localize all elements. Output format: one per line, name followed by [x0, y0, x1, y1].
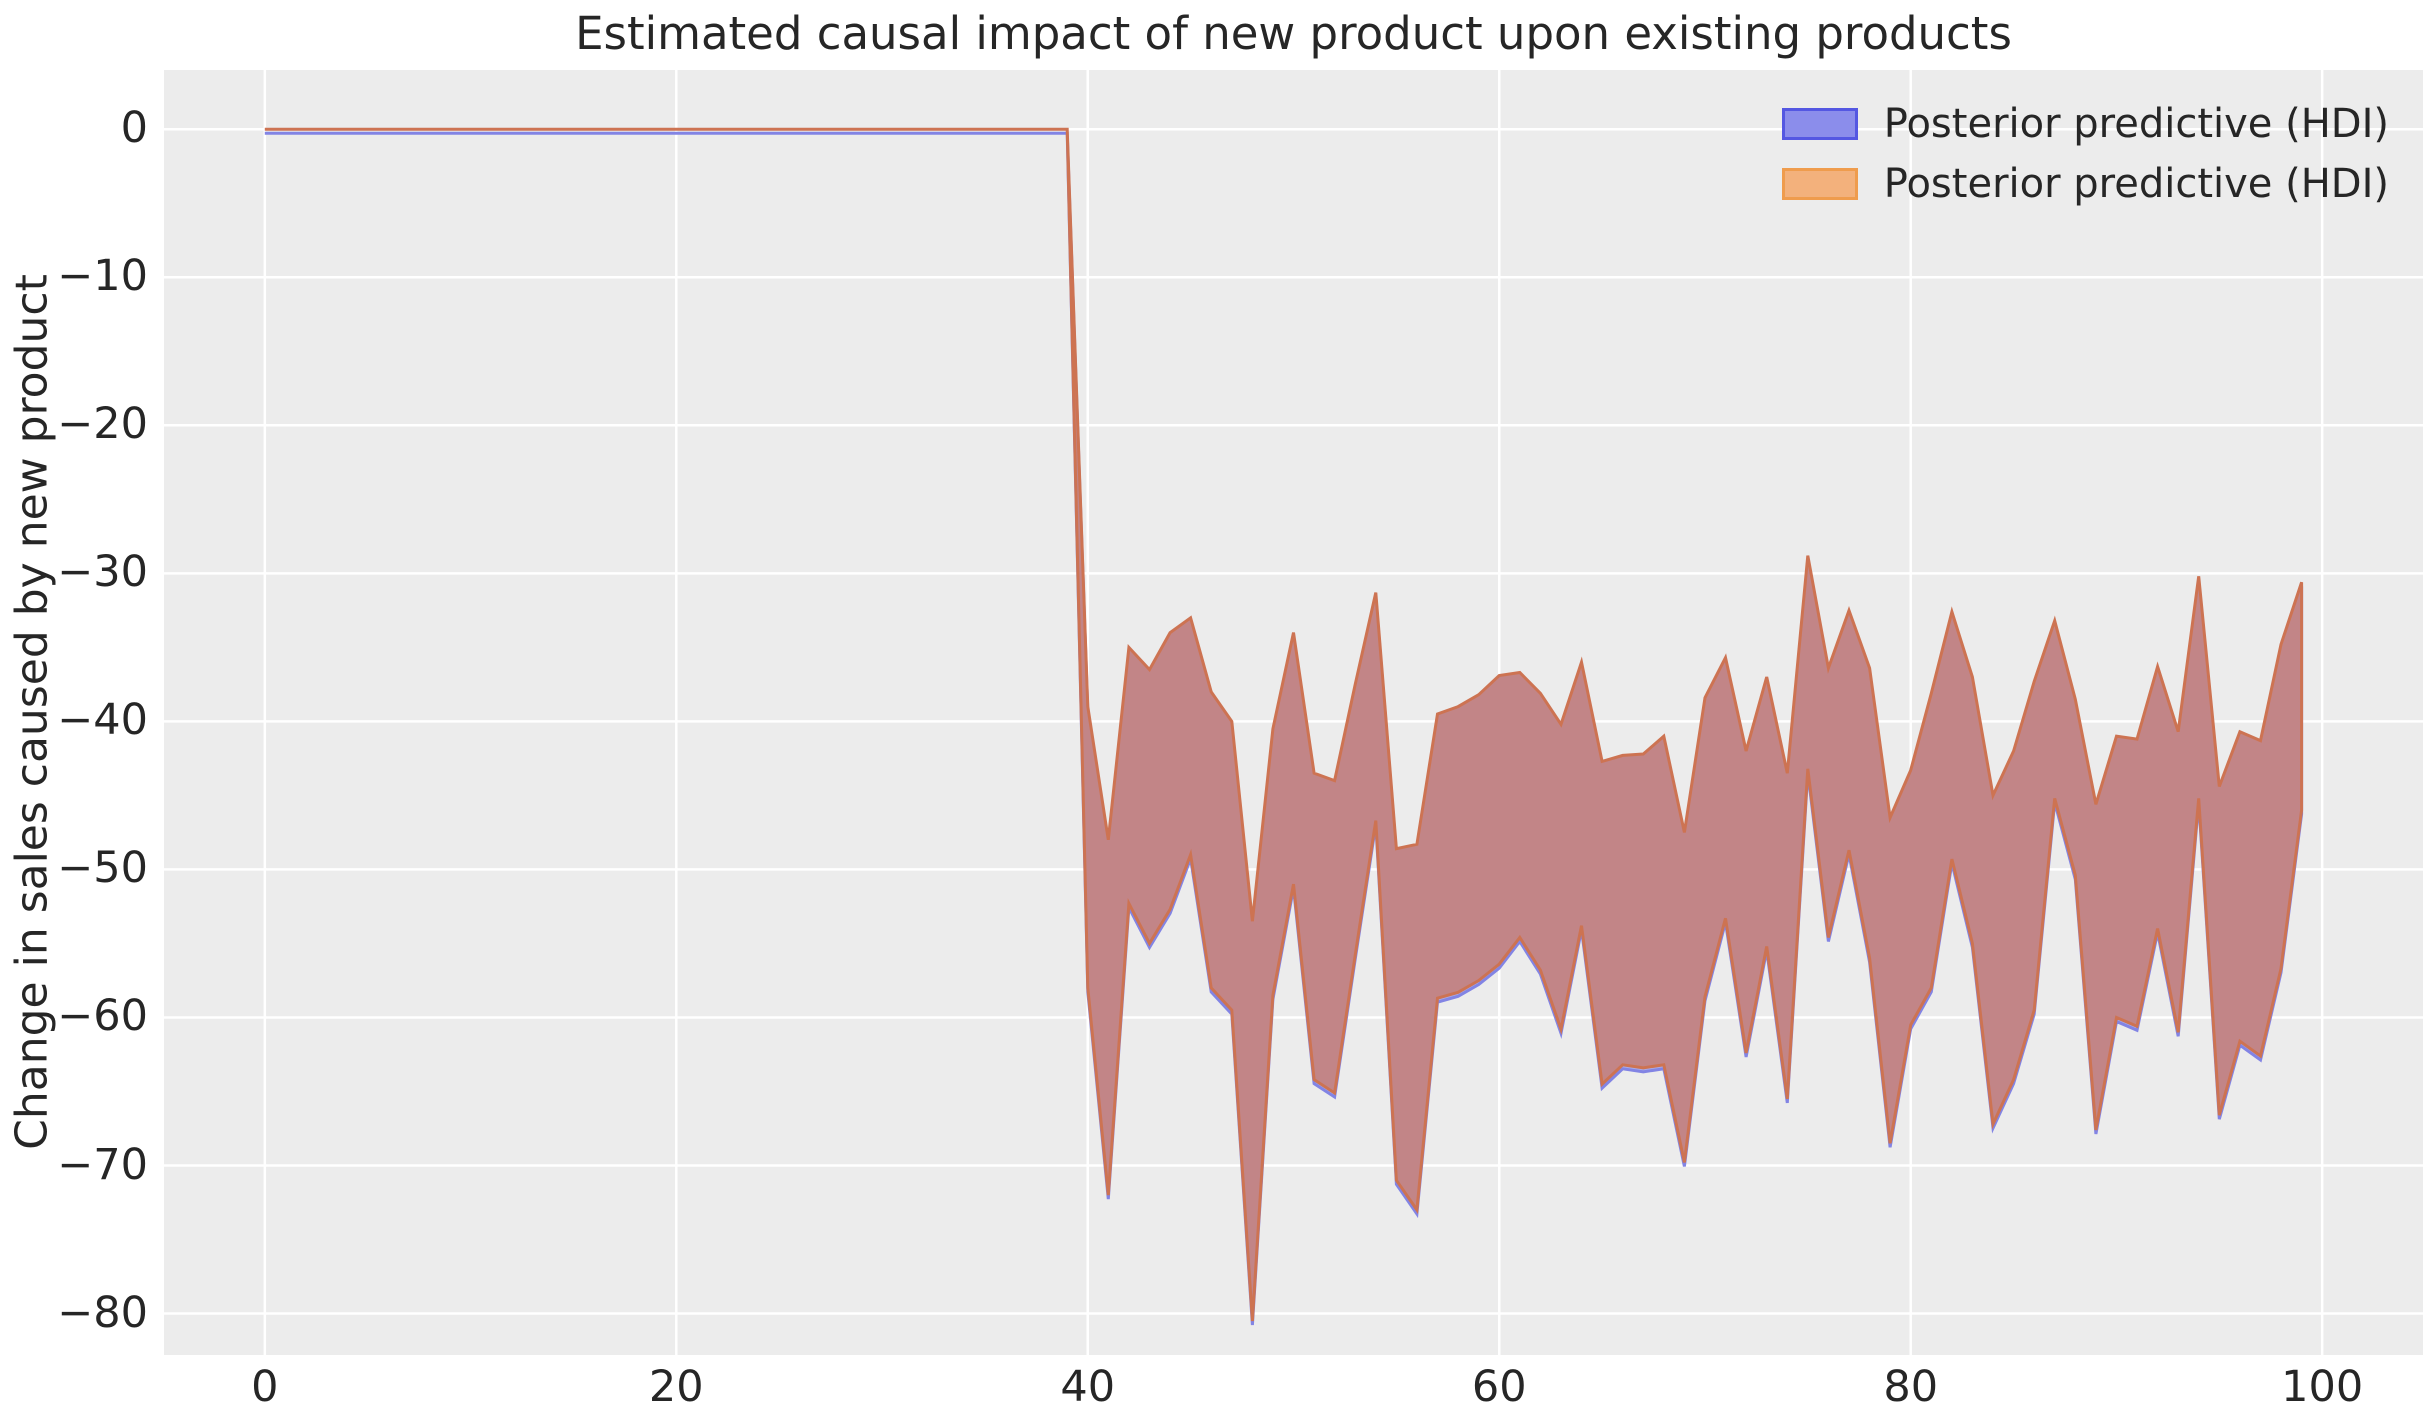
x-tick-label: 100 — [2281, 1362, 2364, 1412]
legend-label: Posterior predictive (HDI) — [1883, 161, 2389, 207]
y-tick-label: −80 — [57, 1287, 148, 1338]
y-tick-label: −60 — [57, 991, 148, 1042]
hdi-band-orange — [264, 127, 2304, 1322]
y-tick-label: −30 — [57, 547, 148, 598]
y-tick-label: 0 — [120, 103, 148, 154]
legend-entry-orange: Posterior predictive (HDI) — [1781, 160, 2389, 208]
chart-title: Estimated causal impact of new product u… — [575, 7, 2012, 60]
legend: Posterior predictive (HDI) Posterior pre… — [1781, 100, 2389, 208]
gridlines — [164, 70, 2423, 1355]
legend-label: Posterior predictive (HDI) — [1883, 101, 2389, 147]
x-tick-label: 0 — [251, 1362, 279, 1412]
x-tick-label: 40 — [1060, 1362, 1116, 1412]
y-tick-label: −40 — [57, 695, 148, 746]
x-tick-label: 20 — [648, 1362, 704, 1412]
x-tick-label: 80 — [1883, 1362, 1939, 1412]
blue-band-swatch-icon — [1781, 108, 1858, 140]
x-tick-label: 60 — [1471, 1362, 1527, 1412]
legend-entry-blue: Posterior predictive (HDI) — [1781, 100, 2389, 148]
orange-band-swatch-icon — [1781, 168, 1858, 200]
y-tick-label: −50 — [57, 843, 148, 894]
y-tick-label: −70 — [57, 1139, 148, 1190]
chart-canvas — [164, 70, 2423, 1355]
plot-area: Posterior predictive (HDI) Posterior pre… — [164, 70, 2423, 1355]
y-tick-label: −10 — [57, 251, 148, 302]
y-tick-label: −20 — [57, 399, 148, 450]
